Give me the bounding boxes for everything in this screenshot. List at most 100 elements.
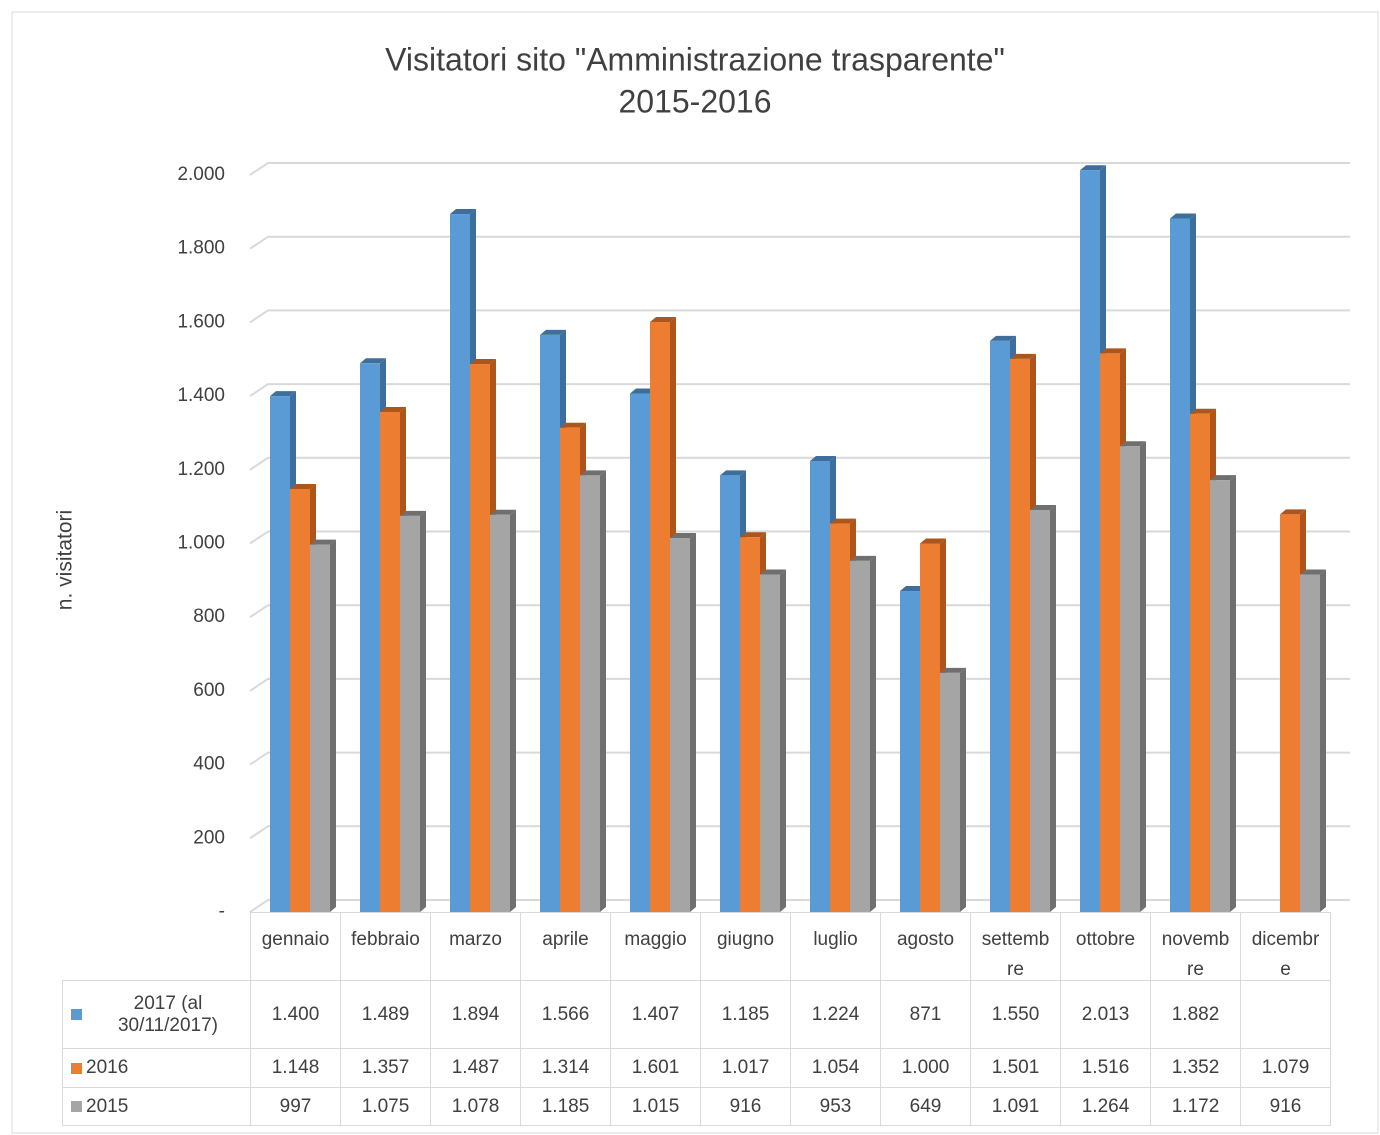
chart-subtitle: 2015-2016 bbox=[618, 83, 771, 119]
table-value: 1.882 bbox=[1150, 980, 1241, 1049]
bar-face bbox=[1190, 413, 1210, 912]
table-value: 1.487 bbox=[430, 1048, 521, 1088]
bar-face bbox=[960, 667, 966, 912]
bar-face bbox=[490, 514, 510, 912]
legend-label: 2016 bbox=[86, 1057, 129, 1078]
grid-line bbox=[249, 530, 1350, 545]
y-tick-label: - bbox=[219, 901, 225, 922]
y-tick-label: 1.800 bbox=[177, 238, 225, 259]
table-value: 1.054 bbox=[790, 1048, 881, 1088]
bar-face bbox=[810, 455, 836, 461]
bar-face bbox=[990, 340, 1010, 912]
y-tick-label: 1.400 bbox=[177, 385, 225, 406]
x-tick-label: settembre bbox=[970, 912, 1061, 981]
bar-face bbox=[380, 411, 400, 912]
table-value: 1.148 bbox=[250, 1048, 341, 1088]
table-value: 997 bbox=[250, 1087, 341, 1126]
bar-face bbox=[1120, 441, 1146, 447]
y-axis-label: n. visitatori bbox=[54, 510, 77, 610]
bar-face bbox=[290, 488, 310, 912]
table-value: 1.078 bbox=[430, 1087, 521, 1126]
table-value: 1.079 bbox=[1240, 1048, 1331, 1088]
table-value bbox=[1240, 980, 1331, 1049]
bar-face bbox=[1010, 358, 1030, 913]
bar-face bbox=[580, 475, 600, 912]
table-value: 1.224 bbox=[790, 980, 881, 1049]
bar-face bbox=[360, 358, 386, 364]
table-value: 1.566 bbox=[520, 980, 611, 1049]
table-value: 1.357 bbox=[340, 1048, 431, 1088]
bar-face bbox=[330, 539, 336, 912]
table-value: 1.601 bbox=[610, 1048, 701, 1088]
bar-face bbox=[650, 322, 670, 912]
bar-face bbox=[1050, 504, 1056, 912]
x-tick-label: giugno bbox=[700, 912, 791, 981]
bar bbox=[850, 555, 876, 912]
table-value: 1.516 bbox=[1060, 1048, 1151, 1088]
bar-face bbox=[650, 317, 676, 323]
bar-face bbox=[780, 569, 786, 912]
table-value: 1.400 bbox=[250, 980, 341, 1049]
x-tick-label: maggio bbox=[610, 912, 701, 981]
x-tick-label: luglio bbox=[790, 912, 881, 981]
bar-face bbox=[1080, 165, 1106, 171]
chart-frame bbox=[11, 11, 1379, 1134]
x-tick-label: novembre bbox=[1150, 912, 1241, 981]
grid-line bbox=[249, 309, 1350, 324]
bar-face bbox=[760, 569, 786, 575]
bar bbox=[310, 539, 336, 912]
bar-face bbox=[270, 391, 296, 397]
y-tick-label: 1.600 bbox=[177, 311, 225, 332]
x-tick-label: febbraio bbox=[340, 912, 431, 981]
table-value: 1.264 bbox=[1060, 1087, 1151, 1126]
table-value: 1.185 bbox=[700, 980, 791, 1049]
bar-face bbox=[1170, 213, 1196, 219]
bar-face bbox=[720, 475, 740, 912]
table-value: 1.185 bbox=[520, 1087, 611, 1126]
bar-face bbox=[1170, 218, 1190, 912]
bar-face bbox=[400, 510, 426, 516]
bar-face bbox=[290, 483, 316, 489]
bar-face bbox=[1210, 480, 1230, 912]
table-value: 1.075 bbox=[340, 1087, 431, 1126]
x-tick-label: gennaio bbox=[250, 912, 341, 981]
x-tick-label: aprile bbox=[520, 912, 611, 981]
table-value: 2.013 bbox=[1060, 980, 1151, 1049]
bar-face bbox=[540, 329, 566, 335]
bar-face bbox=[920, 538, 946, 544]
bar-face bbox=[380, 406, 406, 412]
table-value: 1.314 bbox=[520, 1048, 611, 1088]
legend-entry: 2015 bbox=[62, 1087, 251, 1126]
bar-face bbox=[420, 510, 426, 912]
legend-label: 2015 bbox=[86, 1095, 129, 1117]
bar-face bbox=[560, 422, 586, 428]
table-value: 1.550 bbox=[970, 980, 1061, 1049]
table-value: 916 bbox=[1240, 1087, 1331, 1126]
table-value: 871 bbox=[880, 980, 971, 1049]
bar-face bbox=[600, 470, 606, 912]
bar bbox=[670, 532, 696, 912]
legend-label: 2017 (al 30/11/2017) bbox=[117, 992, 218, 1036]
bar-face bbox=[470, 359, 496, 365]
bar bbox=[1030, 504, 1056, 912]
table-value: 1.172 bbox=[1150, 1087, 1241, 1126]
bar-face bbox=[1120, 446, 1140, 912]
bar-face bbox=[940, 672, 960, 912]
bar-face bbox=[740, 532, 766, 538]
table-value: 1.501 bbox=[970, 1048, 1061, 1088]
bar-face bbox=[1140, 441, 1146, 912]
y-tick-label: 800 bbox=[193, 606, 225, 627]
bar-face bbox=[630, 393, 650, 912]
bar-face bbox=[1280, 509, 1306, 515]
grid-line bbox=[249, 677, 1350, 692]
grid-line bbox=[249, 751, 1350, 766]
table-value: 1.407 bbox=[610, 980, 701, 1049]
bar-face bbox=[630, 388, 656, 394]
bar-face bbox=[830, 518, 856, 524]
bar-face bbox=[850, 560, 870, 912]
bar-face bbox=[850, 555, 876, 561]
bar-face bbox=[740, 537, 760, 912]
bar-face bbox=[810, 460, 830, 912]
bar-face bbox=[1320, 569, 1326, 912]
